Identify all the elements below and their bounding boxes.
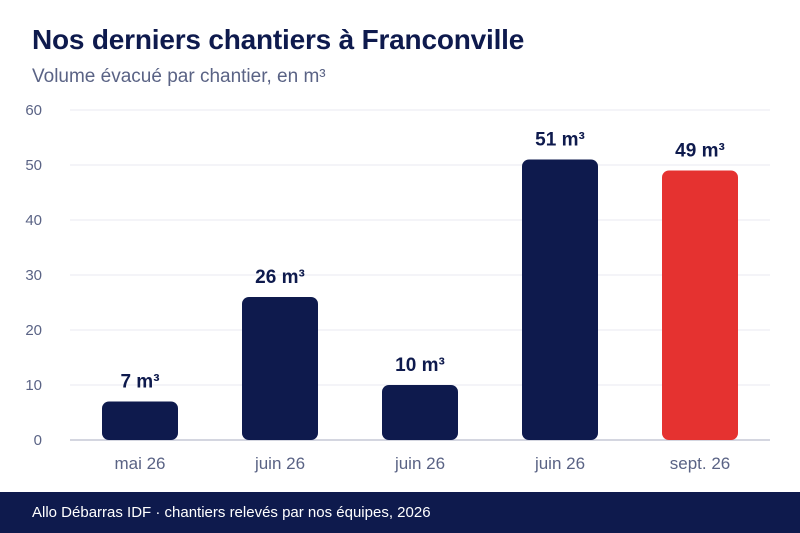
bar xyxy=(522,159,598,440)
bar xyxy=(242,297,318,440)
bar-value-label: 10 m³ xyxy=(395,355,445,376)
bar xyxy=(662,170,738,440)
y-tick-label: 60 xyxy=(25,102,42,119)
y-tick-label: 50 xyxy=(25,157,42,174)
x-tick-label: mai 26 xyxy=(114,454,165,473)
y-tick-label: 20 xyxy=(25,322,42,339)
bar-value-label: 26 m³ xyxy=(255,267,305,288)
bar xyxy=(382,385,458,440)
x-tick-label: sept. 26 xyxy=(670,454,731,473)
y-tick-label: 10 xyxy=(25,377,42,394)
chart-title: Nos derniers chantiers à Franconville xyxy=(32,24,525,55)
x-tick-label: juin 26 xyxy=(254,454,305,473)
footer-bar: Allo Débarras IDF · chantiers relevés pa… xyxy=(0,492,800,533)
bar-value-label: 51 m³ xyxy=(535,130,585,151)
footer-source-text: Allo Débarras IDF · chantiers relevés pa… xyxy=(32,504,431,521)
bar-chart: 0 10 20 30 40 50 60 7 m³ mai 26 26 m³ juin 26 10 m³… xyxy=(25,102,770,473)
chart-subtitle: Volume évacué par chantier, en m³ xyxy=(32,66,326,87)
x-tick-label: juin 26 xyxy=(534,454,585,473)
bar-value-label: 49 m³ xyxy=(675,141,725,162)
y-tick-label: 0 xyxy=(34,432,42,449)
bar xyxy=(102,401,178,440)
x-tick-label: juin 26 xyxy=(394,454,445,473)
y-tick-label: 30 xyxy=(25,267,42,284)
bar-value-label: 7 m³ xyxy=(120,372,159,393)
y-tick-label: 40 xyxy=(25,212,42,229)
